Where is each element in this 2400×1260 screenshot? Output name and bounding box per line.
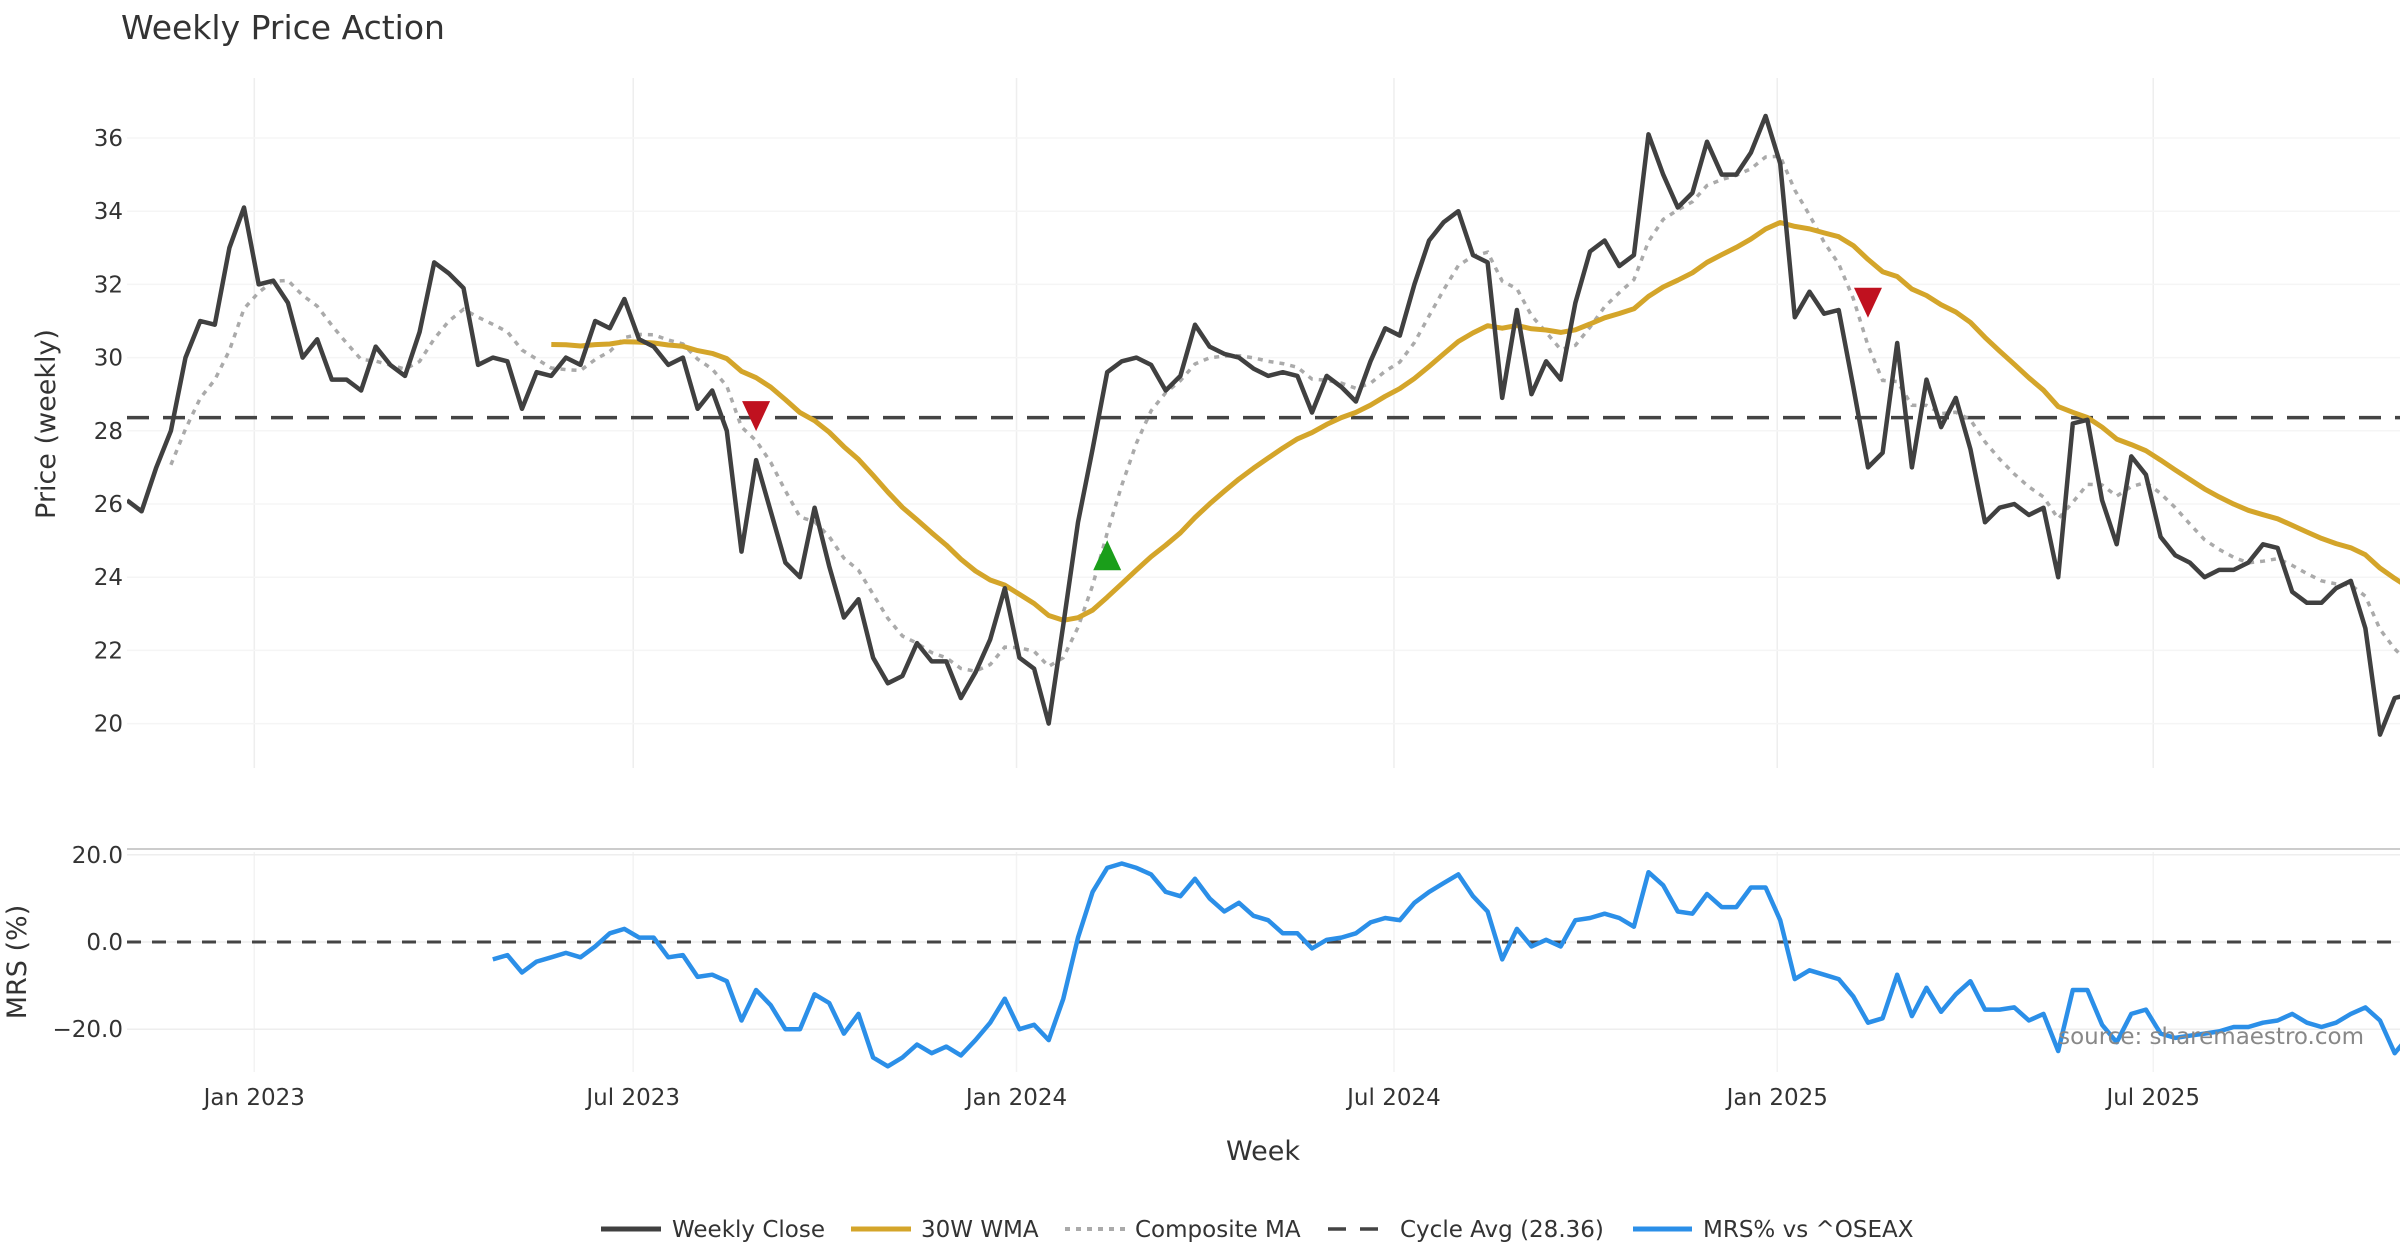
price-y-tick-label: 36 <box>94 126 123 152</box>
x-tick-label: Jan 2023 <box>202 1085 305 1111</box>
sell-signal-marker <box>1853 287 1882 318</box>
wma-30w-line <box>551 220 2400 623</box>
price-y-tick-label: 30 <box>94 346 123 372</box>
mrs-y-tick-label: 0.0 <box>86 930 123 956</box>
composite-ma-line <box>169 154 2400 674</box>
legend-label: 30W WMA <box>921 1217 1039 1243</box>
legend-item-composite-ma[interactable]: Composite MA <box>1065 1217 1301 1243</box>
price-y-tick-label: 26 <box>94 492 123 518</box>
mrs-y-tick-label: −20.0 <box>53 1017 123 1043</box>
price-y-tick-label: 20 <box>94 712 123 738</box>
buy-signal-marker <box>1093 540 1122 571</box>
legend-label: MRS% vs ^OSEAX <box>1703 1217 1914 1243</box>
x-tick-label: Jul 2024 <box>1345 1085 1441 1111</box>
legend-item-wma[interactable]: 30W WMA <box>851 1217 1039 1243</box>
mrs-y-ticks: −20.0 0.0 20.0 <box>53 843 123 1043</box>
sell-signal-marker <box>742 401 771 432</box>
price-y-tick-label: 24 <box>94 565 123 591</box>
gridlines <box>127 78 2400 1072</box>
source-watermark: source: sharemaestro.com <box>2058 1024 2364 1050</box>
mrs-line <box>492 861 2400 1069</box>
price-y-tick-label: 22 <box>94 638 123 664</box>
price-y-tick-label: 28 <box>94 419 123 445</box>
signal-markers <box>742 287 1882 571</box>
legend-item-weekly-close[interactable]: Weekly Close <box>601 1217 825 1243</box>
price-y-tick-label: 34 <box>94 199 123 225</box>
price-y-tick-label: 32 <box>94 272 123 298</box>
x-tick-label: Jul 2023 <box>584 1085 680 1111</box>
mrs-y-tick-label: 20.0 <box>72 843 123 869</box>
legend-item-mrs[interactable]: MRS% vs ^OSEAX <box>1633 1217 1914 1243</box>
legend-label: Composite MA <box>1135 1217 1301 1243</box>
price-y-ticks: 20 22 24 26 28 30 32 34 36 <box>94 126 123 738</box>
x-tick-label: Jan 2024 <box>964 1085 1067 1111</box>
legend-label: Cycle Avg (28.36) <box>1400 1217 1604 1243</box>
x-ticks: Jan 2023 Jul 2023 Jan 2024 Jul 2024 Jan 2025… <box>202 1085 2200 1111</box>
price-y-axis-title: Price (weekly) <box>31 329 62 519</box>
chart-title: Weekly Price Action <box>121 8 445 47</box>
x-tick-label: Jan 2025 <box>1725 1085 1828 1111</box>
legend-label: Weekly Close <box>672 1217 825 1243</box>
x-tick-label: Jul 2025 <box>2104 1085 2200 1111</box>
x-axis-title: Week <box>1226 1136 1300 1167</box>
mrs-y-axis-title: MRS (%) <box>2 905 33 1020</box>
legend: Weekly Close 30W WMA Composite MA Cycle … <box>601 1217 1914 1243</box>
weekly-close-line <box>127 113 2400 737</box>
legend-item-cycle-avg[interactable]: Cycle Avg (28.36) <box>1328 1217 1604 1243</box>
